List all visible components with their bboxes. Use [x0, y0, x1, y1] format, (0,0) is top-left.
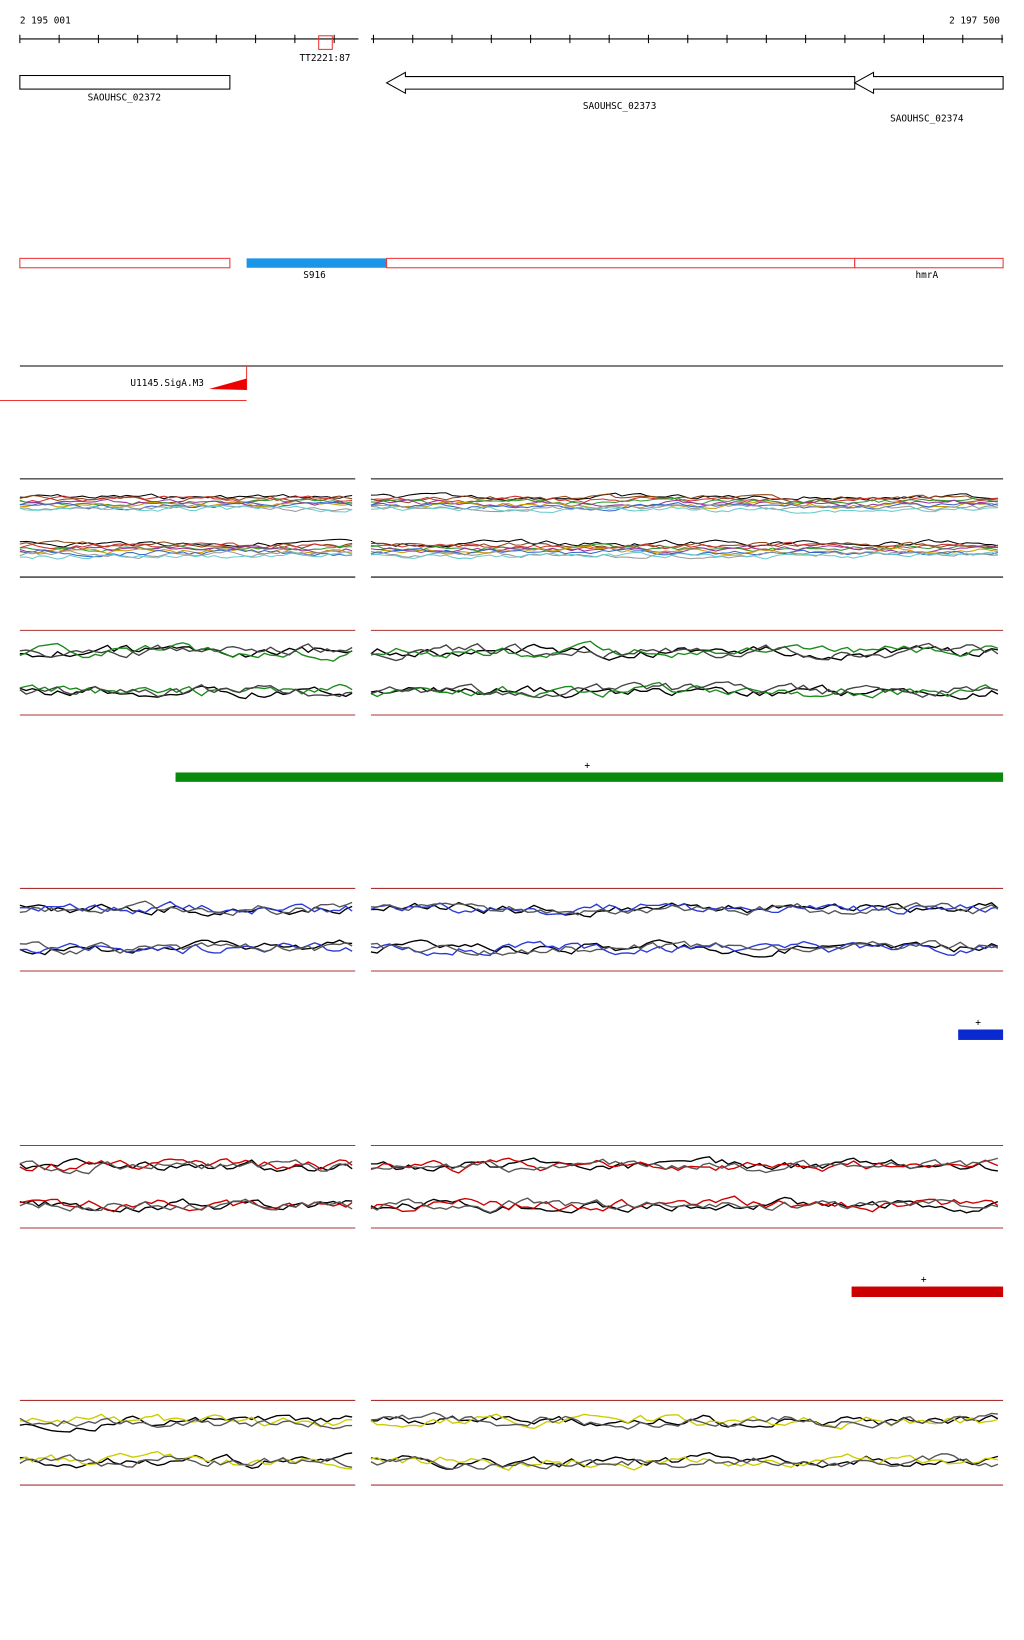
transcript — [386, 257, 856, 269]
signal-line — [19, 900, 353, 917]
ruler-end: 2 197 500 — [949, 15, 1000, 26]
signal-line — [19, 1158, 353, 1172]
signal-line — [19, 1413, 353, 1428]
signal-line — [19, 495, 353, 503]
signal-line — [19, 542, 353, 550]
signal-line — [370, 543, 998, 552]
signal-line — [19, 538, 353, 548]
signal-line — [370, 939, 999, 956]
signal-line — [370, 503, 998, 513]
signal-line — [370, 502, 998, 512]
transcript — [246, 258, 387, 268]
signal-line — [19, 942, 353, 955]
signal-line — [370, 493, 998, 504]
signal-line — [370, 1157, 999, 1174]
signal-line — [19, 1159, 353, 1175]
signal-line — [370, 902, 998, 916]
signal-line — [370, 505, 998, 514]
signal-line — [370, 1451, 999, 1470]
segment-label: + — [921, 1274, 927, 1285]
signal-line — [19, 504, 353, 512]
gene-label: SAOUHSC_02372 — [88, 93, 161, 104]
gene-label: SAOUHSC_02374 — [890, 113, 964, 124]
signal-line — [370, 1411, 998, 1430]
ruler-start: 2 195 001 — [20, 15, 71, 26]
signal-line — [370, 551, 999, 560]
signal-line — [370, 681, 999, 699]
promoter-label: U1145.SigA.M3 — [130, 378, 204, 389]
signal-line — [370, 1195, 999, 1213]
signal-line — [370, 642, 999, 662]
signal-line — [370, 1414, 999, 1428]
ruler — [19, 34, 1004, 44]
signal-line — [370, 550, 998, 560]
signal-line — [370, 1453, 999, 1470]
signal-line — [370, 541, 998, 552]
signal-line — [370, 1197, 999, 1214]
signal-line — [19, 642, 353, 662]
signal-line — [370, 1157, 999, 1174]
signal-line — [19, 552, 353, 560]
signal-line — [19, 1454, 353, 1468]
signal-line — [370, 1453, 999, 1471]
signal-line — [19, 1198, 353, 1213]
signal-line — [19, 643, 353, 659]
signal-line — [370, 940, 999, 957]
signal-line — [370, 544, 999, 554]
transcript — [19, 257, 231, 269]
segment — [958, 1029, 1004, 1040]
signal-line — [19, 941, 353, 956]
terminator — [318, 35, 333, 50]
signal-line — [19, 939, 353, 956]
signal-line — [370, 497, 998, 506]
signal-line — [19, 505, 353, 513]
signal-line — [19, 545, 353, 554]
signal-line — [19, 1198, 353, 1212]
gene — [853, 71, 1004, 95]
promoter-mark — [208, 378, 247, 391]
signal-line — [370, 681, 999, 699]
gene-label: SAOUHSC_02373 — [583, 101, 657, 112]
transcript-label: S916 — [303, 270, 326, 281]
signal-line — [19, 1157, 353, 1172]
transcript-label: hmrA — [916, 270, 939, 281]
signal-line — [19, 684, 353, 698]
signal-line — [370, 902, 999, 916]
signal-line — [19, 1417, 353, 1430]
gene — [19, 74, 231, 90]
terminator-label: TT2221:87 — [300, 53, 351, 64]
gene — [385, 71, 856, 95]
segment-label: + — [584, 760, 590, 771]
signal-line — [19, 900, 353, 915]
signal-line — [370, 640, 999, 659]
transcript — [854, 257, 1004, 269]
segment — [175, 772, 1004, 782]
signal-line — [370, 500, 999, 509]
signal-line — [19, 493, 353, 500]
segment — [851, 1286, 1004, 1297]
signal-line — [19, 498, 353, 508]
segment-label: + — [975, 1017, 981, 1028]
signal-line — [19, 548, 353, 558]
